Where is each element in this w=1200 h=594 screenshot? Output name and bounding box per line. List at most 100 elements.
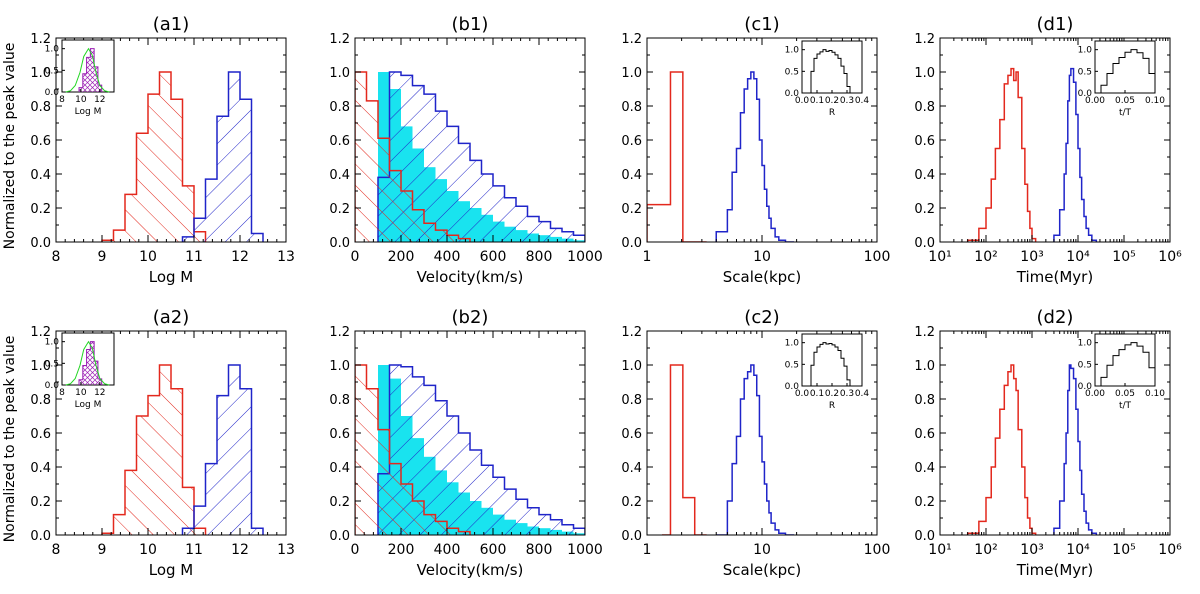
inset-outline-black [1100, 342, 1156, 386]
plot-area [101, 364, 264, 535]
ytick-label: 1.0 [30, 359, 51, 374]
xtick-label: 8 [52, 542, 61, 558]
xtick-label: 9 [98, 542, 107, 558]
series-bar-blue [751, 365, 754, 535]
series-bar-blue [194, 506, 206, 535]
xtick-label: 8 [52, 249, 61, 265]
series-bar-blue [573, 235, 585, 242]
ytick-label: 1.2 [329, 32, 350, 47]
xtick-label: 11 [185, 249, 203, 265]
series-bar-red [979, 228, 986, 242]
panel-d2: 0.0 0.2 0.4 0.6 0.8 1.0 1.2 10¹ 10² 10³ 10⁴ 10⁵ 10⁶ (… [914, 307, 1182, 579]
ytick-label: 1.2 [329, 325, 350, 340]
series-outline-blue [377, 71, 585, 242]
series-bar-blue [194, 218, 206, 242]
xtick-label: 800 [526, 249, 553, 265]
xtick-label: 10⁴ [1066, 249, 1090, 265]
series-bar-red [670, 365, 682, 535]
series-bar-blue [412, 376, 424, 535]
series-bar-red [683, 498, 695, 535]
series-bar-blue [424, 385, 436, 535]
ytick-label: 0.6 [329, 134, 350, 149]
inset-outline-purple [78, 48, 103, 92]
xtick-label: 10³ [1020, 542, 1043, 558]
series-bar-blue [748, 79, 751, 242]
series-bar-blue [240, 388, 252, 535]
series-bar-red [355, 365, 367, 535]
ytick-label: 0.2 [621, 202, 642, 217]
series-bar-red [355, 72, 367, 242]
ytick-label: 1.2 [30, 325, 51, 340]
x-axis-label: Log M [149, 268, 194, 286]
inset: 8 10 12 0.0 0.5 1.0 Log M [45, 39, 115, 117]
series-bar-red [401, 484, 413, 535]
panel-b1: 0.0 0.2 0.4 0.6 0.8 1.0 1.2 0 200 400 600 800 1000 (b… [329, 14, 603, 286]
series-bar-red [401, 191, 413, 242]
series-outline-red [647, 71, 707, 242]
inset-line-green [65, 340, 110, 386]
ytick-label: 0.4 [914, 461, 935, 476]
inset-xlabel: R [829, 401, 835, 411]
series-outline-red [355, 71, 471, 242]
inset: 0.00 0.05 0.10 0.0 0.5 1.0 t/T [1078, 333, 1165, 411]
series-bar-red [159, 72, 171, 242]
series-bar-blue [1054, 235, 1060, 242]
series-outline-red [355, 364, 471, 535]
inset-xtick-label: 8 [59, 95, 65, 105]
series-outline-red [966, 364, 1037, 535]
series-bar-red [182, 487, 194, 535]
inset-xtick-label: 0.3 [840, 96, 854, 106]
xtick-label: 9 [98, 249, 107, 265]
panel-c1: 0.0 0.2 0.4 0.6 0.8 1.0 1.2 1 10 100 (c1) Scale(kpc… [621, 14, 890, 286]
ytick-label: 0.8 [329, 100, 350, 115]
inset-xtick-label: 0.00 [1085, 96, 1105, 106]
series-bar-blue [527, 216, 539, 242]
inset-bar-purple [94, 66, 98, 92]
series-bar-blue [458, 433, 470, 535]
inset-ytick-label: 0.5 [45, 66, 59, 76]
ytick-label: 0.4 [621, 461, 642, 476]
series-bar-blue [493, 185, 505, 242]
ytick-label: 0.6 [329, 427, 350, 442]
panel-title: (c2) [744, 307, 779, 328]
xtick-label: 10⁵ [1112, 249, 1135, 265]
ytick-label: 0.8 [914, 393, 935, 408]
ytick-label: 0.8 [329, 393, 350, 408]
series-bar-red [366, 100, 378, 242]
series-bar-blue [527, 507, 539, 535]
inset-xlabel: Log M [75, 400, 102, 410]
panel-c2: 0.0 0.2 0.4 0.6 0.8 1.0 1.2 1 10 100 (c2) Scale(kpc… [621, 307, 890, 579]
xtick-label: 10 [753, 249, 771, 265]
xtick-label: 600 [480, 249, 507, 265]
xtick-label: 200 [388, 542, 415, 558]
series-bar-red [412, 209, 424, 242]
xtick-label: 0 [351, 249, 360, 265]
inset-bar-purple [94, 361, 98, 385]
plot-area [966, 67, 1098, 242]
inset-ytick-label: 0.0 [785, 89, 800, 99]
inset-ytick-label: 0.5 [785, 360, 799, 370]
inset-xtick-label: 12 [94, 388, 105, 398]
ytick-label: 1.2 [621, 325, 642, 340]
inset-ytick-label: 1.0 [45, 45, 60, 55]
series-bar-blue [744, 379, 747, 535]
inset-outline-black [810, 49, 851, 93]
series-bar-blue [754, 79, 757, 242]
series-bar-blue [240, 99, 252, 242]
panel-title: (a1) [153, 14, 190, 35]
inset-xtick-label: 0.1 [810, 96, 824, 106]
series-bar-red [389, 463, 401, 535]
ytick-label: 0.2 [914, 495, 935, 510]
xtick-label: 13 [277, 542, 295, 558]
series-bar-blue [424, 94, 436, 242]
plot-area [355, 71, 585, 242]
series-bar-blue [205, 463, 217, 535]
plot-area [966, 364, 1098, 535]
series-bar-blue [562, 524, 574, 535]
x-axis-label: Velocity(km/s) [417, 561, 524, 579]
ytick-label: 0.0 [329, 236, 350, 251]
xtick-label: 1 [643, 249, 652, 265]
xtick-label: 10⁶ [1158, 249, 1182, 265]
panel-b2: 0.0 0.2 0.4 0.6 0.8 1.0 1.2 0 200 400 600 800 1000 (b… [329, 307, 603, 579]
series-outline-blue [377, 364, 585, 535]
